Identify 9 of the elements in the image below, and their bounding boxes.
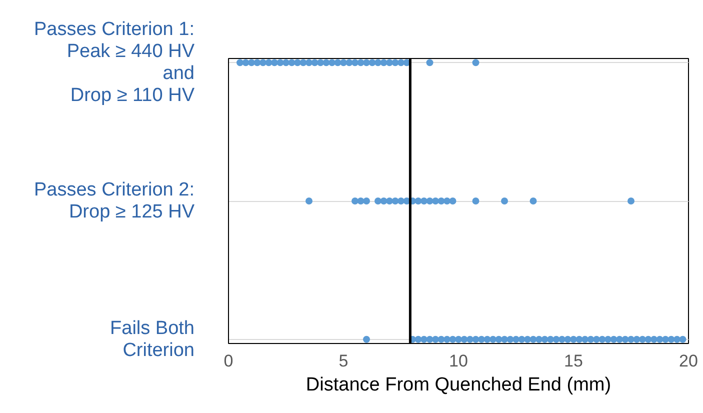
- x-tick-label: 20: [679, 352, 698, 370]
- y-tick-label: Fails Both Criterion: [110, 318, 195, 361]
- x-tick-label: 5: [338, 352, 348, 370]
- y-tick-label: Passes Criterion 2: Drop ≥ 125 HV: [34, 179, 195, 223]
- x-axis-title: Distance From Quenched End (mm): [306, 374, 612, 396]
- x-tick-label: 0: [224, 352, 234, 370]
- x-tick-label: 15: [564, 352, 583, 370]
- y-tick-label: Passes Criterion 1: Peak ≥ 440 HV and Drop ≥ 110 HV: [34, 19, 195, 106]
- x-tick-label: 10: [449, 352, 468, 370]
